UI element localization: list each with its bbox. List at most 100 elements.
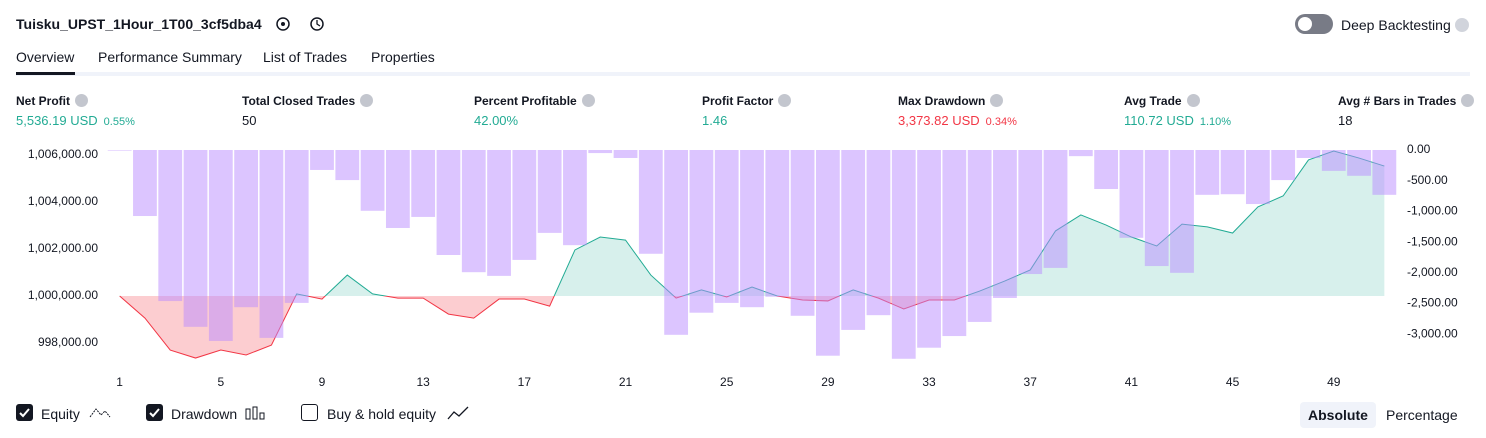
drawdown-bar: [740, 150, 764, 308]
metric-label-text: Avg # Bars in Trades: [1338, 94, 1457, 108]
y-tick-label: 1,006,000.00: [28, 147, 98, 161]
drawdown-bar: [385, 150, 410, 228]
checkbox[interactable]: [146, 404, 163, 421]
y-tick-label: 1,004,000.00: [28, 194, 98, 208]
drawdown-bar: [183, 150, 208, 327]
tab[interactable]: Overview: [16, 49, 75, 65]
drawdown-bar: [487, 150, 511, 276]
button[interactable]: Percentage: [1386, 407, 1458, 423]
metric-label-text: Max Drawdown: [898, 94, 986, 108]
info-icon: [75, 94, 88, 107]
drawdown-bar: [689, 150, 714, 313]
drawdown-bar: [259, 150, 284, 338]
drawdown-bar: [588, 150, 613, 154]
y2-tick-label: 0.00: [1407, 142, 1431, 156]
x-tick-label: 37: [1024, 375, 1038, 389]
button[interactable]: Absolute: [1300, 402, 1376, 428]
metric-percent: 0.34%: [985, 116, 1017, 128]
x-tick-label: 49: [1327, 375, 1341, 389]
drawdown-icon: [245, 406, 265, 420]
drawdown-bar: [512, 150, 537, 260]
drawdown-bar: [1347, 150, 1371, 176]
tab[interactable]: List of Trades: [263, 49, 348, 65]
drawdown-bar: [208, 150, 233, 341]
metric-label-text: Total Closed Trades: [242, 94, 356, 108]
metric-label: Avg Trade: [1124, 94, 1200, 108]
metric-label: Max Drawdown: [898, 94, 1004, 108]
active-tab-underline: [16, 72, 75, 75]
drawdown-bar: [360, 150, 385, 211]
drawdown-bar: [107, 150, 132, 151]
buy-hold-icon: [447, 406, 469, 420]
x-tick-label: 5: [217, 375, 224, 389]
metric-value: 3,373.82 USD 0.34%: [898, 113, 1017, 128]
drawdown-bar: [158, 150, 183, 302]
y2-tick-label: -500.00: [1407, 173, 1448, 187]
drawdown-bar: [841, 150, 866, 330]
strategy-title: Tuisku_UPST_1Hour_1T00_3cf5dba4: [16, 16, 262, 32]
metric-value-text: 110.72 USD: [1124, 113, 1194, 128]
y-tick-label: 1,000,000.00: [28, 288, 98, 302]
x-tick-label: 21: [619, 375, 633, 389]
drawdown-bar: [335, 150, 360, 181]
drawdown-bar: [1043, 150, 1068, 268]
drawdown-bar: [563, 150, 587, 246]
checkbox[interactable]: [301, 404, 318, 421]
drawdown-bar: [537, 150, 562, 233]
x-tick-label: 25: [720, 375, 734, 389]
x-tick-label: 17: [518, 375, 532, 389]
drawdown-bar: [461, 150, 486, 273]
drawdown-bar: [411, 150, 436, 217]
info-icon: [1186, 94, 1200, 107]
drawdown-bar: [765, 150, 790, 297]
y2-tick-label: -1,000.00: [1407, 204, 1458, 218]
metric-label-text: Profit Factor: [702, 94, 774, 108]
metric-value: 5,536.19 USD 0.55%: [16, 113, 135, 128]
metric-label-text: Percent Profitable: [474, 94, 577, 108]
drawdown-bar: [1296, 150, 1321, 158]
y2-tick-label: -3,000.00: [1407, 326, 1458, 340]
x-tick-label: 45: [1226, 375, 1240, 389]
drawdown-bar: [284, 150, 309, 303]
metric-value-text: 18: [1338, 113, 1353, 128]
tab[interactable]: Performance Summary: [98, 49, 242, 65]
drawdown-bar: [1220, 150, 1245, 195]
drawdown-bar: [234, 150, 259, 308]
toggle[interactable]: [1295, 14, 1333, 34]
drawdown-bar: [1094, 150, 1119, 189]
info-icon: [360, 94, 374, 107]
metric-label-text: Avg Trade: [1124, 94, 1182, 108]
drawdown-bar: [917, 150, 941, 348]
metric-percent: 0.55%: [103, 116, 135, 128]
help-icon[interactable]: [1455, 18, 1469, 32]
drawdown-bar: [133, 150, 157, 217]
header-icons[interactable]: [274, 14, 334, 34]
metric-value-text: 42.00%: [474, 113, 519, 128]
drawdown-bar: [436, 150, 461, 255]
y-tick-label: 1,002,000.00: [28, 241, 98, 255]
drawdown-bar: [638, 150, 663, 254]
toggle-label: Deep Backtesting: [1341, 17, 1451, 33]
drawdown-bar: [1245, 150, 1270, 205]
metric-value: 110.72 USD 1.10%: [1124, 113, 1231, 128]
chart: 998,000.00 1,000,000.00 1,002,000.00 1,004,…: [28, 142, 1458, 389]
metric-value: 50: [242, 113, 256, 128]
drawdown-bar: [714, 150, 739, 303]
tab[interactable]: Properties: [371, 49, 435, 65]
metric-value: 18: [1338, 113, 1352, 128]
drawdown-bar: [1321, 150, 1346, 171]
info-icon: [990, 94, 1004, 107]
info-icon: [778, 94, 792, 107]
y2-tick-label: -2,500.00: [1407, 296, 1458, 310]
info-icon: [581, 94, 595, 107]
x-tick-label: 9: [319, 375, 326, 389]
metric-label: Net Profit: [16, 94, 88, 108]
checkbox[interactable]: [16, 404, 33, 421]
drawdown-bar: [891, 150, 916, 359]
drawdown-bar: [942, 150, 967, 337]
y-tick-label: 998,000.00: [38, 335, 98, 349]
metric-label: Avg # Bars in Trades: [1338, 94, 1475, 108]
info-icon: [1461, 94, 1475, 107]
drawdown-bar: [790, 150, 815, 316]
